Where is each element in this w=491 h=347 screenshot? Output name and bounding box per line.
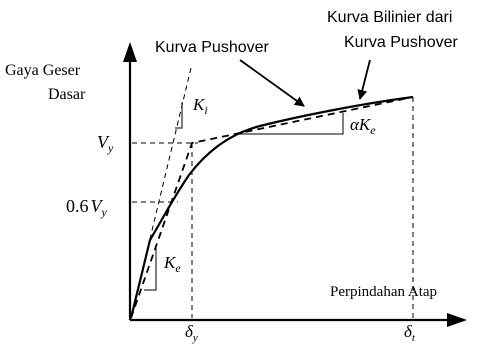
vy06-label: 0.6 Vy: [66, 196, 108, 219]
pushover-leader-line: [239, 59, 305, 107]
ke-slope-triangle: [144, 248, 157, 291]
vy-label: Vy: [97, 132, 114, 155]
alpha-ke-slope-triangle: [238, 113, 344, 135]
delta-y-label: δy: [185, 322, 198, 344]
delta-t-label: δt: [404, 322, 416, 344]
y-axis-label-line2: Dasar: [48, 86, 86, 103]
ki-slope-triangle: [175, 102, 183, 129]
bilinear-leader-line: [357, 59, 371, 100]
pushover-curve-label: Kurva Pushover: [155, 39, 270, 56]
ke-label: Ke: [163, 253, 181, 275]
y-axis-arrowhead: [123, 42, 137, 62]
ki-tangent-line: [130, 67, 192, 319]
alpha-ke-label: αKe: [350, 115, 376, 137]
pushover-curve: [129, 95, 414, 319]
x-axis-arrowhead: [447, 313, 467, 327]
bilinear-curve: [130, 96, 414, 319]
y-axis-label-line1: Gaya Geser: [5, 62, 81, 79]
ki-label: Ki: [192, 95, 208, 117]
x-axis-label: Perpindahan Atap: [330, 284, 437, 300]
bilinear-label-line1: Kurva Bilinier dari: [327, 9, 452, 26]
bilinear-label-line2: Kurva Pushover: [344, 34, 459, 51]
